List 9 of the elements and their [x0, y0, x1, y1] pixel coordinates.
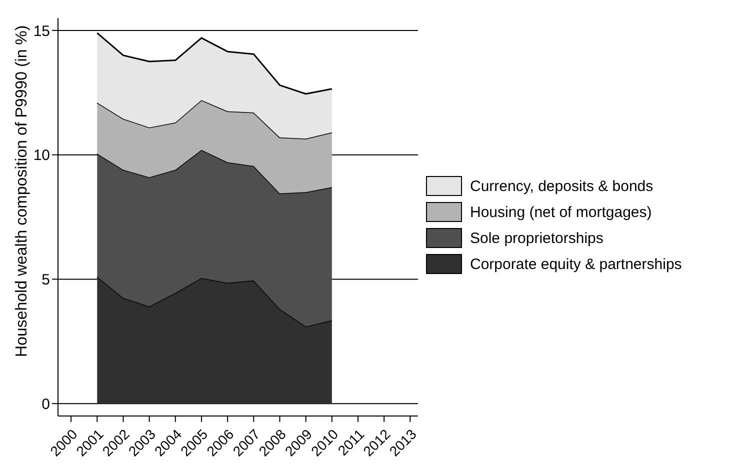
legend-label: Currency, deposits & bonds	[470, 178, 654, 194]
legend-label: Housing (net of mortgages)	[470, 204, 652, 220]
y-tick-label: 15	[33, 22, 50, 40]
y-tick-label: 0	[42, 396, 50, 413]
y-tick-label: 10	[33, 147, 50, 164]
y-axis-title: Household wealth composition of P9990 (in %)	[14, 25, 31, 357]
y-tick-label: 5	[42, 272, 50, 289]
legend-label: Sole proprietorships	[470, 230, 604, 246]
legend-label: Corporate equity & partnerships	[470, 256, 682, 272]
